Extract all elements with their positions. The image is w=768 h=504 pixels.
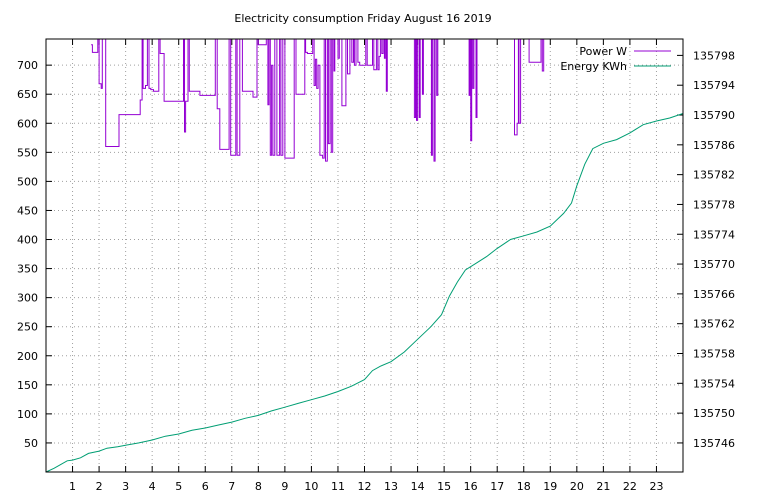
legend-label: Power W: [579, 45, 627, 58]
x-tick-label: 21: [596, 480, 610, 493]
right-tick-label: 135758: [693, 348, 735, 361]
x-tick-label: 12: [358, 480, 372, 493]
x-tick-label: 3: [122, 480, 129, 493]
x-axis: 1 2 3 4 5 6 7 8 9 10 11 12 13 14 15 16 17 18 19 20 21 22 23: [69, 39, 663, 493]
x-tick-label: 10: [304, 480, 318, 493]
x-tick-label: 22: [623, 480, 637, 493]
x-tick-label: 15: [437, 480, 451, 493]
power-w-series-line: [91, 38, 683, 162]
left-tick-label: 400: [17, 234, 38, 247]
left-tick-label: 300: [17, 292, 38, 305]
x-tick-label: 9: [281, 480, 288, 493]
right-y-axis: 135746 135750 135754 135758 135762 135766 1357…: [677, 49, 735, 450]
right-tick-label: 135786: [693, 139, 735, 152]
right-tick-label: 135754: [693, 377, 735, 390]
x-tick-label: 14: [411, 480, 425, 493]
x-tick-label: 19: [543, 480, 557, 493]
x-tick-label: 4: [149, 480, 156, 493]
left-tick-label: 500: [17, 175, 38, 188]
x-tick-label: 1: [69, 480, 76, 493]
right-tick-label: 135762: [693, 318, 735, 331]
left-tick-label: 350: [17, 263, 38, 276]
grid: [46, 39, 683, 472]
legend-label: Energy KWh: [560, 60, 627, 73]
x-tick-label: 13: [384, 480, 398, 493]
chart-title: Electricity consumption Friday August 16…: [234, 12, 491, 25]
left-tick-label: 250: [17, 321, 38, 334]
right-tick-label: 135750: [693, 407, 735, 420]
x-tick-label: 6: [202, 480, 209, 493]
left-tick-label: 600: [17, 117, 38, 130]
x-tick-label: 11: [331, 480, 345, 493]
left-tick-label: 550: [17, 146, 38, 159]
right-tick-label: 135794: [693, 79, 735, 92]
x-tick-label: 20: [570, 480, 584, 493]
right-tick-label: 135778: [693, 198, 735, 211]
series-layer: [45, 38, 684, 473]
left-tick-label: 50: [24, 437, 38, 450]
right-tick-label: 135770: [693, 258, 735, 271]
left-tick-label: 650: [17, 88, 38, 101]
right-tick-label: 135766: [693, 288, 735, 301]
right-tick-label: 135798: [693, 49, 735, 62]
left-tick-label: 700: [17, 59, 38, 72]
x-tick-label: 17: [490, 480, 504, 493]
x-tick-label: 2: [96, 480, 103, 493]
energy-kwh-series-line: [45, 113, 684, 473]
x-tick-label: 8: [255, 480, 262, 493]
plot-border: [45, 38, 684, 473]
left-tick-label: 150: [17, 379, 38, 392]
x-tick-label: 7: [228, 480, 235, 493]
right-tick-label: 135746: [693, 437, 735, 450]
left-tick-label: 100: [17, 408, 38, 421]
x-tick-label: 23: [649, 480, 663, 493]
right-tick-label: 135782: [693, 169, 735, 182]
x-tick-label: 16: [464, 480, 478, 493]
left-y-axis: 50 100 150 200 250 300 350 400 450 500 550 600 650 70…: [17, 59, 52, 450]
x-tick-label: 5: [175, 480, 182, 493]
left-tick-label: 450: [17, 204, 38, 217]
x-tick-label: 18: [517, 480, 531, 493]
left-tick-label: 200: [17, 350, 38, 363]
legend: Power W Energy KWh: [560, 45, 671, 73]
right-tick-label: 135774: [693, 228, 735, 241]
right-tick-label: 135790: [693, 109, 735, 122]
